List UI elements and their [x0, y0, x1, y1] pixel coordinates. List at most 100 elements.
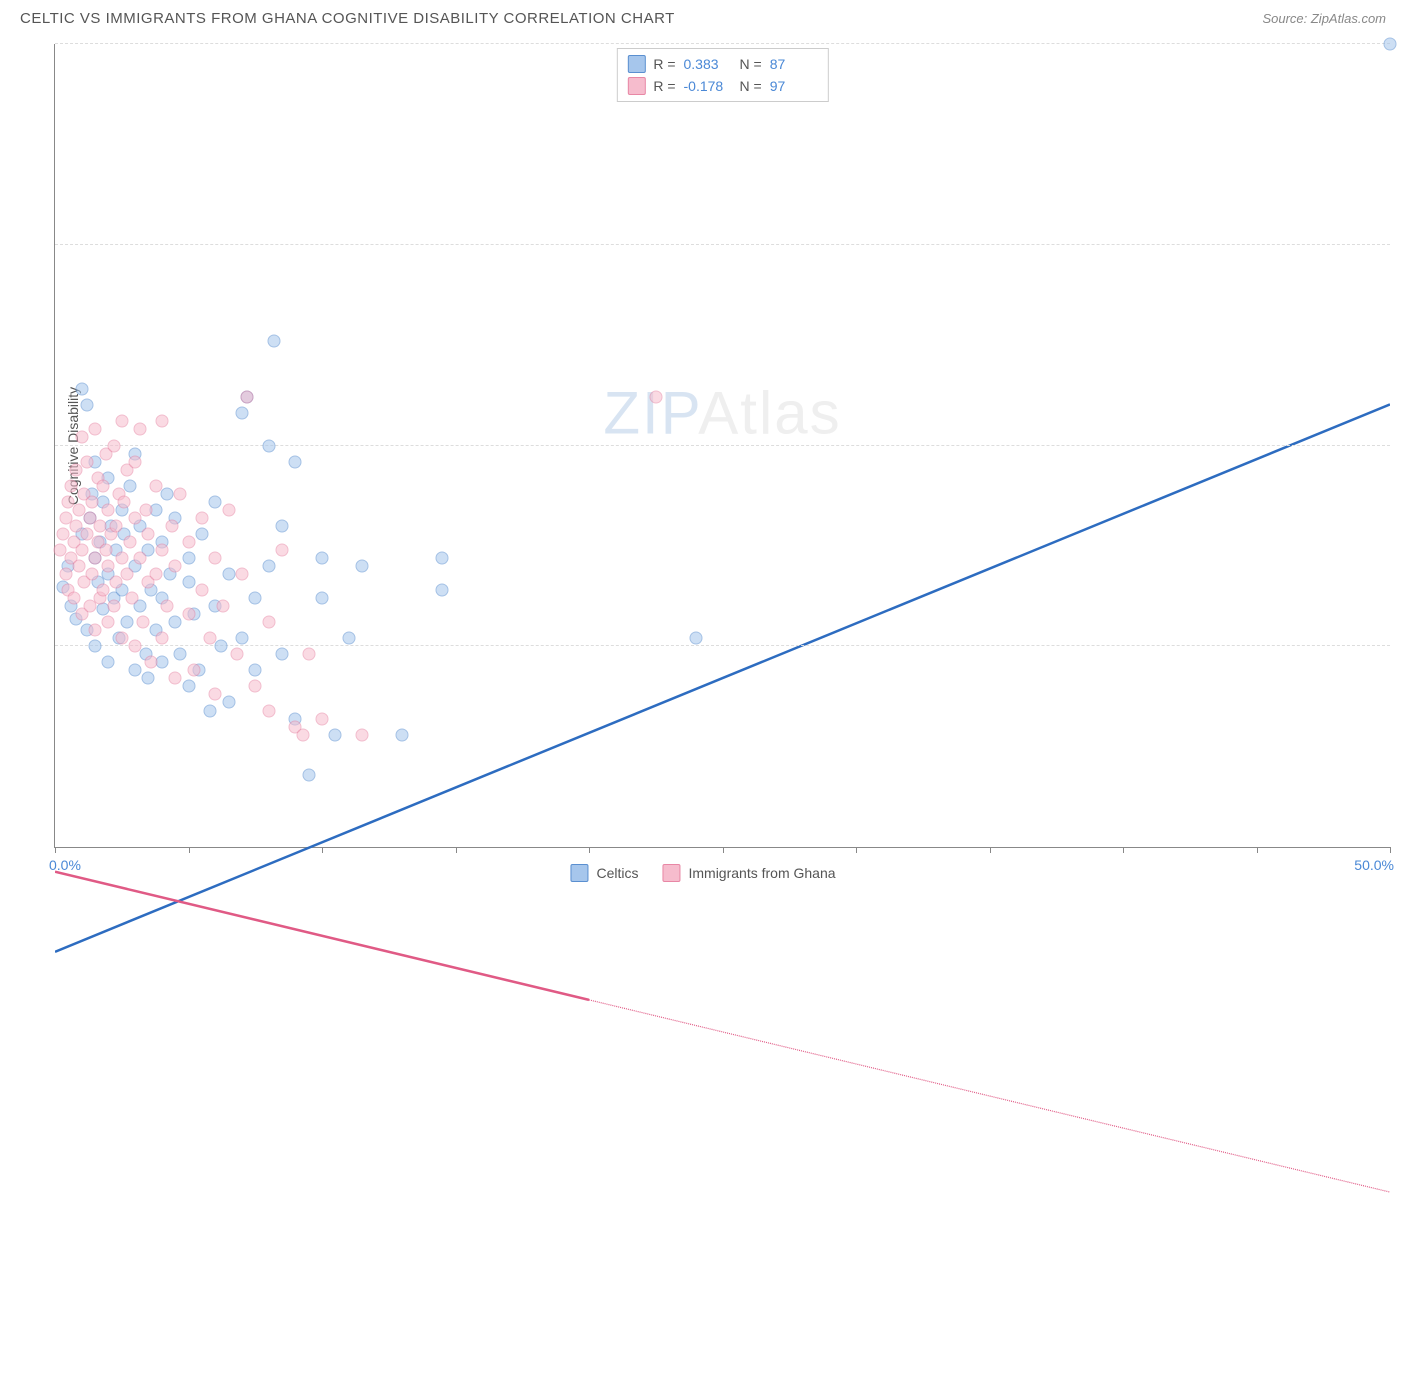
y-tick-label: 50.0% — [1394, 20, 1406, 36]
data-point — [222, 503, 235, 516]
data-point — [262, 559, 275, 572]
data-point — [81, 399, 94, 412]
trend-line — [55, 872, 589, 1000]
data-point — [262, 704, 275, 717]
x-tick — [856, 847, 857, 853]
data-point — [342, 632, 355, 645]
data-point — [235, 407, 248, 420]
watermark-atlas: Atlas — [698, 380, 841, 447]
data-point — [316, 712, 329, 725]
data-point — [329, 728, 342, 741]
data-point — [145, 656, 158, 669]
legend-row-celtics: R = 0.383 N = 87 — [627, 53, 817, 75]
x-tick — [1390, 847, 1391, 853]
swatch-ghana-icon — [662, 864, 680, 882]
data-point — [121, 567, 134, 580]
y-tick-label: 25.0% — [1394, 422, 1406, 438]
data-point — [97, 479, 110, 492]
data-point — [67, 592, 80, 605]
data-point — [86, 495, 99, 508]
chart-title: CELTIC VS IMMIGRANTS FROM GHANA COGNITIV… — [20, 10, 675, 27]
x-tick — [456, 847, 457, 853]
data-point — [289, 455, 302, 468]
gridline — [55, 43, 1390, 44]
data-point — [356, 728, 369, 741]
data-point — [150, 567, 163, 580]
data-point — [134, 551, 147, 564]
data-point — [174, 648, 187, 661]
data-point — [86, 567, 99, 580]
data-point — [275, 648, 288, 661]
data-point — [65, 479, 78, 492]
data-point — [195, 584, 208, 597]
n-value-ghana: 97 — [770, 78, 818, 94]
data-point — [75, 543, 88, 556]
correlation-legend: R = 0.383 N = 87 R = -0.178 N = 97 — [616, 48, 828, 102]
data-point — [235, 632, 248, 645]
x-tick — [1123, 847, 1124, 853]
data-point — [249, 592, 262, 605]
y-tick-label: 37.5% — [1394, 221, 1406, 237]
data-point — [110, 519, 123, 532]
data-point — [169, 616, 182, 629]
data-point — [129, 455, 142, 468]
x-tick — [55, 847, 56, 853]
n-value-celtics: 87 — [770, 56, 818, 72]
r-value-celtics: 0.383 — [684, 56, 732, 72]
swatch-celtics-icon — [570, 864, 588, 882]
data-point — [182, 535, 195, 548]
data-point — [209, 551, 222, 564]
data-point — [182, 576, 195, 589]
data-point — [235, 567, 248, 580]
plot-region: ZIPAtlas R = 0.383 N = 87 R = -0.178 N =… — [54, 44, 1390, 848]
r-value-ghana: -0.178 — [684, 78, 732, 94]
chart-area: Cognitive Disability ZIPAtlas R = 0.383 … — [54, 44, 1390, 848]
data-point — [182, 680, 195, 693]
data-point — [222, 696, 235, 709]
data-point — [316, 592, 329, 605]
n-label: N = — [740, 78, 762, 94]
x-tick — [723, 847, 724, 853]
data-point — [59, 567, 72, 580]
series-legend: Celtics Immigrants from Ghana — [570, 864, 835, 882]
data-point — [121, 616, 134, 629]
data-point — [174, 487, 187, 500]
gridline — [55, 244, 1390, 245]
data-point — [99, 543, 112, 556]
x-tick — [322, 847, 323, 853]
watermark: ZIPAtlas — [603, 379, 841, 448]
data-point — [155, 415, 168, 428]
r-label: R = — [653, 78, 675, 94]
data-point — [129, 664, 142, 677]
data-point — [142, 527, 155, 540]
data-point — [209, 495, 222, 508]
data-point — [275, 519, 288, 532]
data-point — [182, 551, 195, 564]
data-point — [123, 479, 136, 492]
data-point — [275, 543, 288, 556]
data-point — [89, 640, 102, 653]
gridline — [55, 445, 1390, 446]
data-point — [166, 519, 179, 532]
data-point — [222, 567, 235, 580]
swatch-celtics-icon — [627, 55, 645, 73]
x-tick — [1257, 847, 1258, 853]
data-point — [73, 559, 86, 572]
data-point — [182, 608, 195, 621]
data-point — [217, 600, 230, 613]
data-point — [129, 640, 142, 653]
data-point — [97, 584, 110, 597]
data-point — [169, 672, 182, 685]
data-point — [134, 423, 147, 436]
data-point — [689, 632, 702, 645]
data-point — [89, 423, 102, 436]
data-point — [169, 559, 182, 572]
swatch-ghana-icon — [627, 77, 645, 95]
data-point — [249, 680, 262, 693]
data-point — [81, 455, 94, 468]
data-point — [203, 704, 216, 717]
legend-label-ghana: Immigrants from Ghana — [688, 865, 835, 881]
legend-item-ghana: Immigrants from Ghana — [662, 864, 835, 882]
data-point — [436, 584, 449, 597]
data-point — [297, 728, 310, 741]
